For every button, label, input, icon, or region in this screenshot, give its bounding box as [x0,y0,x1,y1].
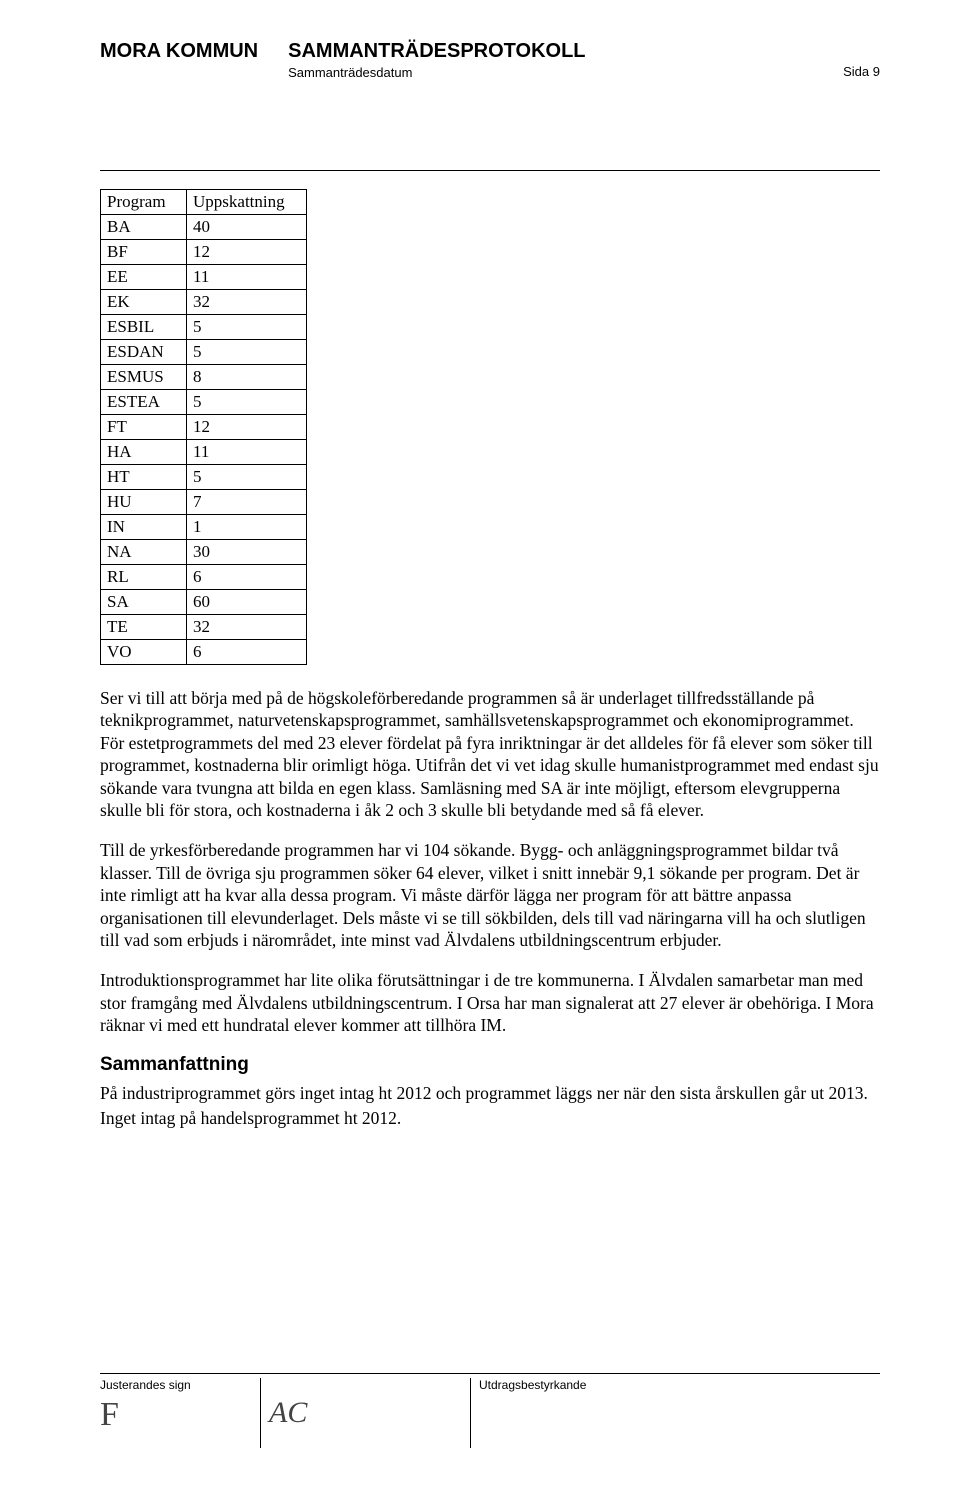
program-table: Program Uppskattning BA40 BF12 EE11 EK32… [100,189,307,665]
table-row: HT5 [101,465,307,490]
footer-sign-mid: AC [260,1378,470,1448]
paragraph: Till de yrkesförberedande programmen har… [100,839,880,951]
body-text: Ser vi till att börja med på de högskole… [100,687,880,1129]
summary-paragraph: Inget intag på handelsprogrammet ht 2012… [100,1107,880,1129]
table-row: ESMUS8 [101,365,307,390]
table-row: EK32 [101,290,307,315]
footer-right: Utdragsbestyrkande [470,1378,880,1448]
table-row: TE32 [101,615,307,640]
doc-subtitle: Sammanträdesdatum [288,65,585,80]
org-name: MORA KOMMUN [100,40,258,63]
table-header-row: Program Uppskattning [101,190,307,215]
table-row: FT12 [101,415,307,440]
table-row: BA40 [101,215,307,240]
footer-sign-left: Justerandes sign F [100,1378,260,1432]
table-row: ESTEA5 [101,390,307,415]
content-box: Program Uppskattning BA40 BF12 EE11 EK32… [100,170,880,1129]
page-footer: Justerandes sign F AC Utdragsbestyrkande [100,1373,880,1448]
table-row: ESBIL5 [101,315,307,340]
table-row: SA60 [101,590,307,615]
table-row: HU7 [101,490,307,515]
paragraph: Introduktionsprogrammet har lite olika f… [100,969,880,1036]
signature-1: F [100,1398,260,1432]
table-row: EE11 [101,265,307,290]
page-header: MORA KOMMUN SAMMANTRÄDESPROTOKOLL Samman… [100,40,880,80]
table-row: RL6 [101,565,307,590]
signature-2: AC [269,1398,470,1428]
col-program: Program [101,190,187,215]
col-uppskattning: Uppskattning [187,190,307,215]
table-row: ESDAN5 [101,340,307,365]
table-row: NA30 [101,540,307,565]
table-row: HA11 [101,440,307,465]
paragraph: Ser vi till att börja med på de högskole… [100,687,880,821]
table-row: VO6 [101,640,307,665]
summary-heading: Sammanfattning [100,1054,880,1076]
doc-title: SAMMANTRÄDESPROTOKOLL [288,40,585,63]
table-row: IN1 [101,515,307,540]
page-number: Sida 9 [843,64,880,79]
footer-left-label: Justerandes sign [100,1378,260,1392]
table-row: BF12 [101,240,307,265]
summary-paragraph: På industriprogrammet görs inget intag h… [100,1082,880,1104]
footer-right-label: Utdragsbestyrkande [479,1378,880,1392]
